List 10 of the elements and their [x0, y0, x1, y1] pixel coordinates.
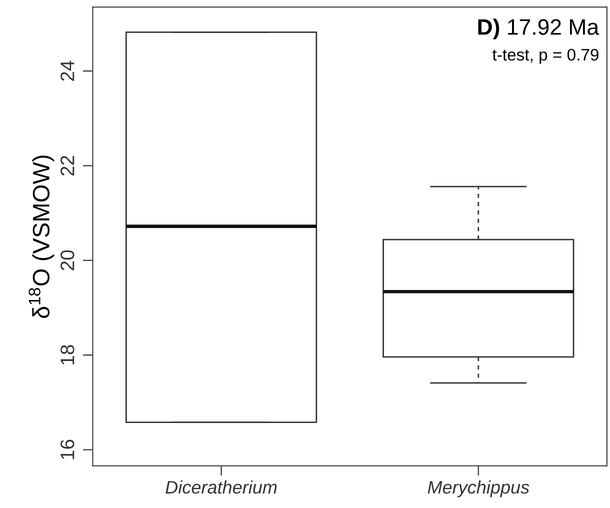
annotation: t-test, p = 0.79	[492, 48, 598, 64]
y-tick-label: 20	[60, 250, 74, 270]
y-axis-title: δ$^{18}$O (VSMOW)	[28, 156, 54, 318]
y-tick-label: 18	[60, 345, 74, 364]
y-tick-label: 22	[60, 156, 74, 176]
chart-title: D) 17.92 Ma	[478, 18, 600, 40]
x-tick-label: Diceratherium	[166, 480, 277, 494]
y-tick-label: 16	[60, 440, 74, 460]
y-tick-label: 24	[60, 60, 74, 81]
x-tick-label: Merychippus	[428, 480, 530, 498]
